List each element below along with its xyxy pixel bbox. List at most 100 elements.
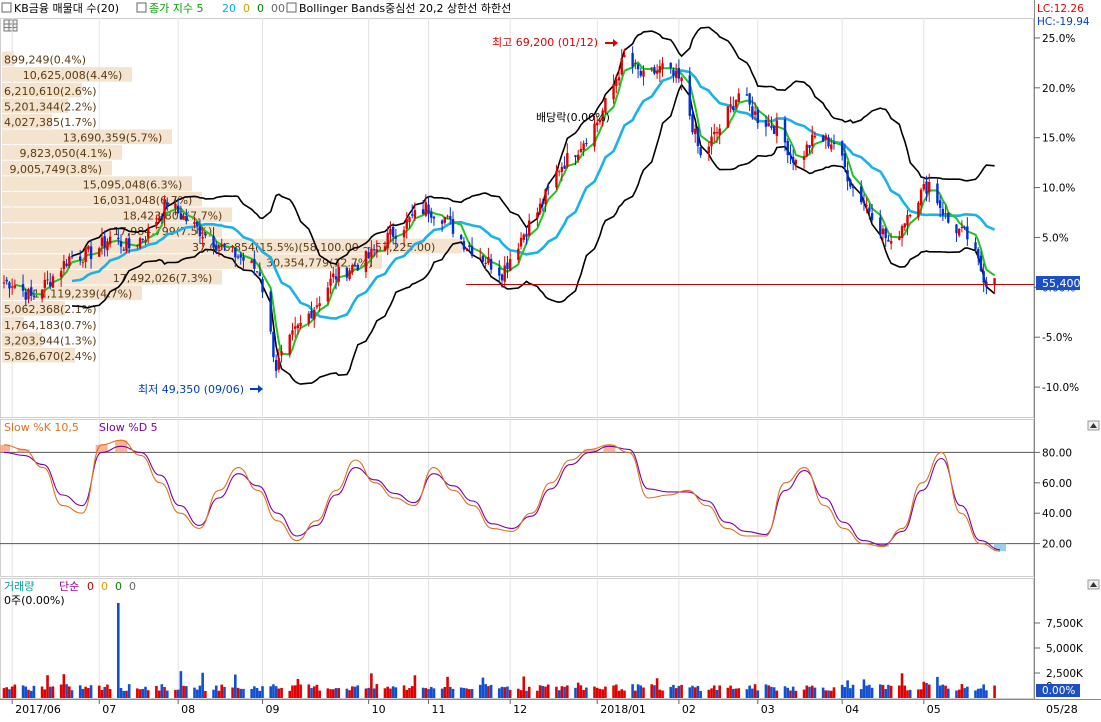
candle-body xyxy=(710,136,713,147)
price-tick-label: 25.0% xyxy=(1042,33,1075,45)
candle-body xyxy=(421,209,425,214)
candle-body xyxy=(582,143,585,151)
volume-bar xyxy=(829,690,833,698)
table-icon[interactable] xyxy=(3,19,18,32)
candle-body xyxy=(427,204,430,215)
volume-bar xyxy=(234,674,237,698)
volume-bar xyxy=(443,687,447,698)
candle-body xyxy=(772,126,776,134)
month-label: 03 xyxy=(761,703,775,716)
volume-bar xyxy=(220,684,224,698)
candle-body xyxy=(617,77,621,81)
volume-bar xyxy=(27,689,30,698)
volume-bar xyxy=(391,686,395,698)
candle-body xyxy=(465,248,468,250)
candle-body xyxy=(310,311,313,319)
volume-bar xyxy=(299,684,302,698)
volume-bar xyxy=(802,689,806,698)
candlesticks xyxy=(2,46,996,378)
volume-bar xyxy=(43,689,47,698)
candle-body xyxy=(544,189,547,205)
volume-bar xyxy=(217,690,221,698)
volume-bar xyxy=(699,690,702,698)
volume-bar xyxy=(993,685,996,698)
stochastic-scroll-up-button[interactable] xyxy=(1087,420,1100,431)
slow-k-line xyxy=(3,439,1001,552)
volume-bar xyxy=(481,677,485,698)
volume-bar xyxy=(32,685,36,698)
candle-body xyxy=(307,313,310,324)
bb-checkbox[interactable] xyxy=(286,2,297,13)
candle-body xyxy=(59,271,63,278)
volume-bar xyxy=(519,690,523,698)
volume-bar xyxy=(868,684,871,698)
price-annotations: 55,400 최고 69,200 (01/12) 최저 49,350 (09/0… xyxy=(138,36,1081,396)
volume-profile-bar xyxy=(2,207,232,223)
volume-scroll-up-button[interactable] xyxy=(1087,579,1100,590)
candle-body xyxy=(89,246,93,260)
volume-bar xyxy=(756,690,760,698)
candle-body xyxy=(756,109,760,124)
month-label: 2018/01 xyxy=(600,703,646,716)
volume-bar xyxy=(718,685,722,698)
candle-body xyxy=(753,111,757,115)
candle-body xyxy=(313,310,316,320)
volume-bar xyxy=(745,689,749,698)
candle-body xyxy=(250,260,253,263)
symbol-label[interactable]: KB금융 매물대 수(20) xyxy=(14,2,119,15)
bollinger-label[interactable]: Bollinger Bands중심선 20,2 상한선 하한선 xyxy=(299,1,511,15)
volume-bar xyxy=(791,686,795,698)
month-label: 09 xyxy=(266,703,280,716)
volume-bar xyxy=(544,686,547,698)
volume-bar xyxy=(767,685,770,698)
volume-bar xyxy=(941,684,945,698)
volume-profile-label: 15,095,048(6.3%) xyxy=(83,178,183,191)
candle-body xyxy=(370,248,373,258)
candle-body xyxy=(261,278,264,293)
volume-profile-bar xyxy=(2,160,112,176)
candle-body xyxy=(811,134,814,147)
candle-body xyxy=(155,222,158,226)
volume-bar xyxy=(8,689,11,698)
ma-label[interactable]: 종가 지수 5 xyxy=(149,2,203,15)
candle-body xyxy=(440,220,444,224)
stochastic-panel-frame xyxy=(0,419,1034,577)
volume-bar xyxy=(231,687,234,698)
volume-bar xyxy=(560,686,564,698)
volume-label[interactable]: 거래량 xyxy=(4,580,34,593)
candle-body xyxy=(364,251,368,273)
symbol-checkbox[interactable] xyxy=(1,2,12,13)
candle-body xyxy=(462,240,466,250)
candle-body xyxy=(277,357,281,370)
volume-bar xyxy=(881,684,885,698)
volume-bar xyxy=(364,688,368,698)
stochastic-d-label[interactable]: Slow %D 5 xyxy=(99,421,158,434)
candle-body xyxy=(215,245,218,251)
candle-body xyxy=(596,122,599,126)
candle-body xyxy=(732,106,735,110)
volume-bar xyxy=(146,690,150,698)
candle-body xyxy=(236,256,240,258)
stochastic-k-label[interactable]: Slow %K 10,5 xyxy=(4,421,79,434)
volume-bar xyxy=(821,687,825,698)
candle-body xyxy=(386,232,389,249)
volume-profile-bar xyxy=(2,98,68,113)
volume-bar xyxy=(487,686,490,698)
ma-checkbox[interactable] xyxy=(136,2,147,13)
volume-bar xyxy=(753,684,757,698)
volume-profile-label: 5,201,344(2.2%) xyxy=(4,100,97,113)
volume-bar xyxy=(160,684,164,698)
candle-body xyxy=(672,69,675,76)
candle-body xyxy=(157,217,161,221)
volume-bar xyxy=(500,686,504,698)
volume-bar xyxy=(827,690,830,698)
low-annotation: 최저 49,350 (09/06) xyxy=(138,383,244,396)
candle-body xyxy=(634,62,637,64)
stochastic-tick-label: 60.00 xyxy=(1042,478,1072,490)
volume-profile-bar xyxy=(2,301,65,316)
volume-bar xyxy=(707,689,711,698)
candle-body xyxy=(182,215,185,220)
candle-body xyxy=(993,278,996,286)
candle-body xyxy=(348,270,351,280)
candle-body xyxy=(62,260,66,270)
